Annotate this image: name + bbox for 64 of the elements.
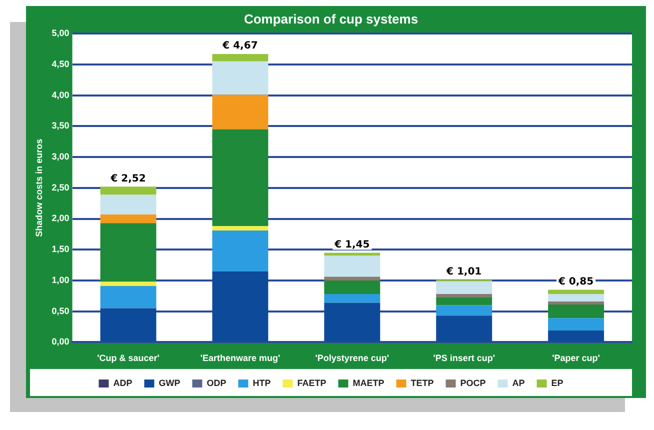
total-label: € 1,01 [446, 266, 482, 278]
total-label: € 2,52 [110, 173, 146, 184]
bar [324, 280, 380, 294]
y-axis-title: Shadow costs in euros [34, 138, 44, 237]
bar [324, 294, 380, 303]
bar [436, 281, 492, 294]
x-tick-label: 'Cup & saucer' [97, 353, 160, 364]
bar [212, 230, 268, 272]
bar [436, 297, 492, 306]
y-tick-label: 2,00 [52, 213, 70, 224]
bar [324, 276, 380, 280]
bar [212, 129, 268, 226]
y-tick-label: 1,00 [52, 274, 70, 285]
legend-label: HTP [252, 378, 271, 388]
y-tick-label: 2,50 [52, 182, 70, 192]
legend-label: GWP [158, 378, 180, 388]
y-tick-label: 0,50 [52, 306, 70, 316]
y-tick-label: 3,00 [52, 152, 70, 162]
legend-label: POCP [460, 378, 486, 388]
total-label: € 0,85 [557, 276, 594, 288]
bar [212, 54, 268, 62]
bar [212, 61, 268, 95]
bar [100, 194, 156, 214]
bar [324, 256, 380, 277]
legend-label: EP [551, 378, 564, 388]
bar [324, 302, 380, 342]
x-tick-label: 'PS insert cup' [433, 353, 495, 364]
x-tick-label: 'Paper cup' [552, 353, 600, 364]
bar [100, 308, 156, 342]
bar [436, 316, 492, 342]
total-label: € 4,67 [222, 40, 258, 52]
y-tick-label: 1,50 [52, 244, 70, 254]
x-tick-label: 'Polystyrene cup' [315, 353, 390, 364]
chart-title: Comparison of cup systems [244, 11, 418, 26]
total-label: € 1,45 [334, 239, 370, 250]
bar [100, 286, 156, 308]
legend-label: TETP [410, 378, 434, 388]
bar [324, 252, 380, 256]
bar [548, 330, 604, 342]
bar [100, 214, 156, 224]
x-tick-label: 'Earthenware mug' [200, 353, 280, 364]
y-tick-label: 5,00 [52, 28, 70, 38]
bar [548, 301, 604, 305]
legend-label: ADP [113, 378, 132, 388]
bar [100, 223, 156, 282]
bar [212, 226, 268, 230]
legend-label: AP [512, 378, 525, 388]
bar [436, 305, 492, 316]
legend-label: ODP [206, 378, 226, 388]
bar [548, 318, 604, 330]
legend-label: FAETP [297, 378, 326, 388]
bar [548, 304, 604, 318]
bar [212, 271, 268, 342]
y-tick-label: 3,50 [52, 120, 70, 131]
legend-label: MAETP [352, 378, 384, 388]
bar [212, 94, 268, 130]
y-tick-label: 4,50 [52, 58, 70, 69]
y-tick-label: 4,00 [52, 90, 70, 100]
bar [100, 282, 156, 286]
bar [548, 294, 604, 302]
bar [436, 294, 492, 298]
bar [100, 186, 156, 195]
y-tick-label: 0,00 [52, 336, 70, 347]
bar [548, 290, 604, 294]
